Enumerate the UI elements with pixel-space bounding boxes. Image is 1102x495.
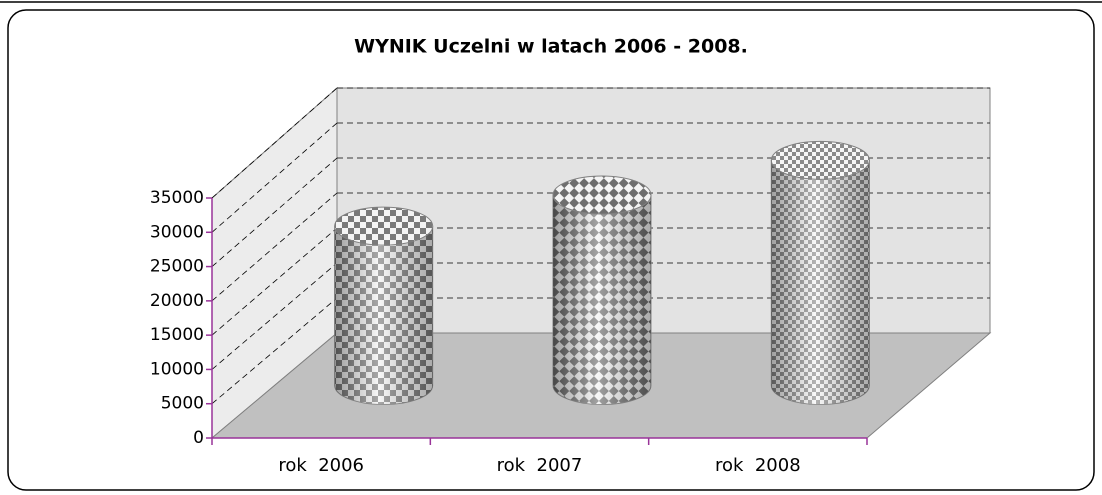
- cylinder-top: [334, 206, 434, 246]
- y-tick-label: 30000: [150, 222, 204, 242]
- cylinder-shade: [334, 226, 433, 405]
- grid-line: [211, 297, 338, 405]
- cylinder-shade: [771, 160, 870, 405]
- x-tick-label: rok 2006: [278, 455, 364, 476]
- grid-line: [211, 87, 338, 199]
- cylinder-top: [770, 140, 870, 180]
- cylinder-top: [552, 175, 652, 215]
- x-tick-label: rok 2007: [497, 455, 583, 476]
- y-tick-label: 25000: [150, 257, 204, 277]
- y-tick-label: 10000: [150, 359, 204, 379]
- x-tick-label: rok 2008: [715, 455, 801, 476]
- chart-title: WYNIK Uczelni w latach 2006 - 2008.: [354, 36, 748, 58]
- y-tick-label: 0: [193, 428, 204, 448]
- grid-line: [211, 262, 338, 370]
- grid-line: [211, 192, 338, 302]
- back-wall: [336, 87, 991, 334]
- cylinder-shade: [553, 194, 651, 405]
- grid-line: [211, 227, 338, 336]
- y-tick-label: 15000: [150, 325, 204, 345]
- grid-line: [211, 122, 338, 233]
- grid-line: [211, 157, 338, 267]
- y-tick-label: 20000: [150, 291, 204, 311]
- y-tick-label: 35000: [150, 188, 204, 208]
- y-tick-label: 5000: [161, 394, 204, 414]
